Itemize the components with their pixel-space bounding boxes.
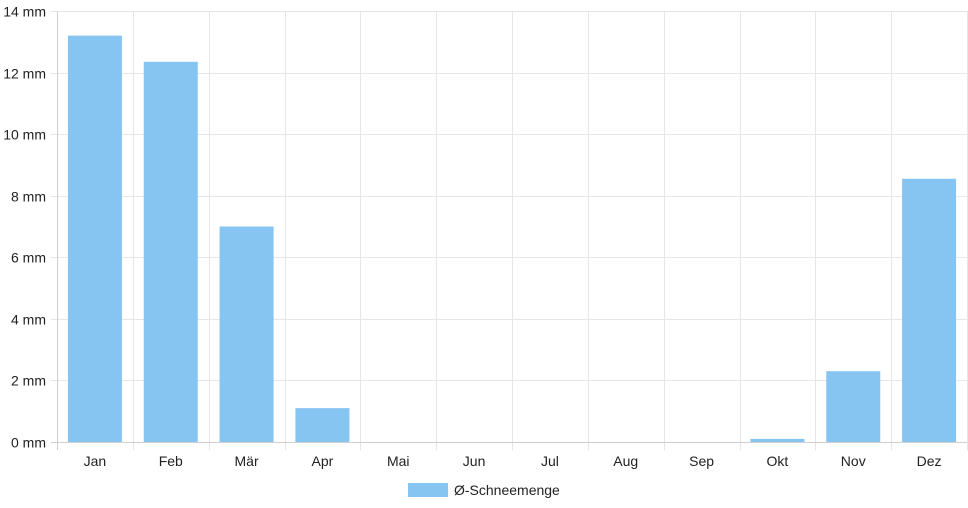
x-tick-label: Okt xyxy=(767,453,789,469)
bar-dez[interactable] xyxy=(902,178,957,442)
bars xyxy=(67,35,957,443)
x-tick-label: Jun xyxy=(463,453,486,469)
bar-mär[interactable] xyxy=(219,226,274,443)
legend[interactable]: Ø-Schneemenge xyxy=(408,482,560,498)
x-tick-label: Feb xyxy=(159,453,183,469)
x-tick-label: Aug xyxy=(613,453,638,469)
x-tick-label: Jan xyxy=(84,453,107,469)
legend-swatch xyxy=(408,483,448,497)
y-tick-label: 0 mm xyxy=(11,435,46,451)
legend-label: Ø-Schneemenge xyxy=(454,482,560,498)
x-tick-label: Mär xyxy=(235,453,259,469)
bar-okt[interactable] xyxy=(750,438,805,442)
y-tick-label: 10 mm xyxy=(3,127,46,143)
y-tick-label: 14 mm xyxy=(3,4,46,20)
x-tick-label: Dez xyxy=(917,453,942,469)
y-tick-label: 2 mm xyxy=(11,373,46,389)
grid-lines xyxy=(51,11,968,450)
y-tick-label: 12 mm xyxy=(3,66,46,82)
bar-nov[interactable] xyxy=(826,371,881,442)
bar-apr[interactable] xyxy=(295,408,350,442)
x-tick-label: Sep xyxy=(689,453,714,469)
x-tick-label: Jul xyxy=(541,453,559,469)
x-tick-label: Mai xyxy=(387,453,410,469)
y-tick-label: 4 mm xyxy=(11,312,46,328)
x-tick-label: Nov xyxy=(841,453,866,469)
y-tick-label: 6 mm xyxy=(11,250,46,266)
bar-jan[interactable] xyxy=(67,35,122,442)
y-tick-label: 8 mm xyxy=(11,189,46,205)
x-axis-ticks: Jan Feb Mär Apr Mai Jun Jul Aug Sep Okt Nov Dez xyxy=(84,453,942,469)
y-axis-ticks: 0 mm 2 mm 4 mm 6 mm 8 mm 10 mm 12 mm 14 mm xyxy=(3,4,46,451)
x-tick-label: Apr xyxy=(312,453,334,469)
bar-feb[interactable] xyxy=(143,61,198,443)
